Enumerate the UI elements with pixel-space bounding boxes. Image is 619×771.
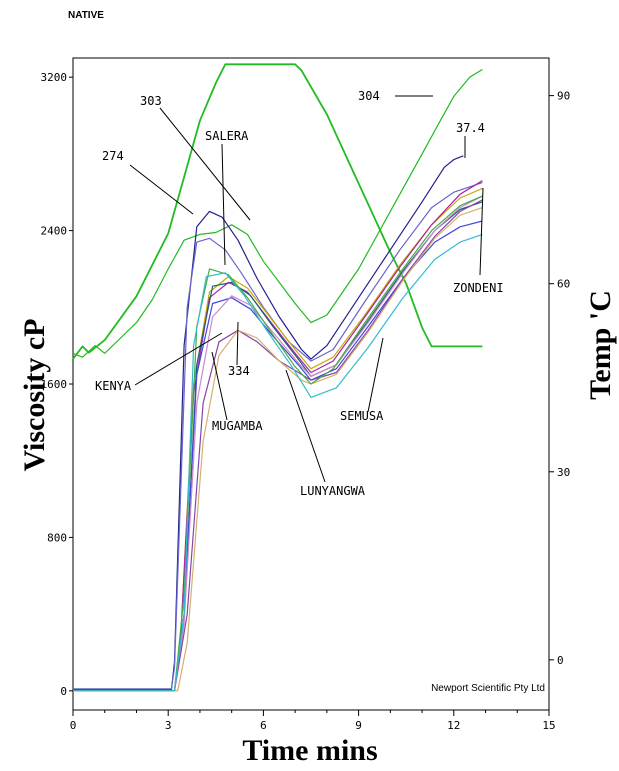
credit-text: Newport Scientific Pty Ltd bbox=[431, 683, 545, 694]
x-tick-label: 15 bbox=[542, 719, 555, 732]
y-tick-label: 1600 bbox=[41, 378, 68, 391]
y-axis-title: Viscosity cP bbox=[18, 318, 51, 471]
x-tick-label: 0 bbox=[70, 719, 77, 732]
series-layer bbox=[72, 63, 483, 692]
series-line-zondeni bbox=[73, 220, 483, 692]
annotation-leader-line bbox=[159, 107, 251, 221]
x-axis: 0 3 6 9 12 15 bbox=[70, 710, 556, 732]
series-line-274 bbox=[73, 182, 483, 690]
annotation-label-334: 334 bbox=[228, 364, 250, 378]
series-line-mugamba bbox=[73, 207, 483, 692]
series-line-semusa bbox=[73, 233, 483, 692]
annotation-leader-line bbox=[134, 332, 223, 386]
y2-tick-label: 90 bbox=[557, 90, 570, 103]
annotation-leader-line bbox=[236, 321, 239, 366]
annotation-label-zondeni: ZONDENI bbox=[453, 281, 504, 295]
series-line-lunyangwa bbox=[73, 195, 483, 692]
series-line-salera bbox=[73, 187, 483, 692]
annotation-leader-line bbox=[285, 369, 326, 483]
temperature-profile-line bbox=[72, 63, 483, 360]
y2-axis-title: Temp 'C bbox=[584, 290, 617, 400]
annotation-label-semusa: SEMUSA bbox=[340, 409, 384, 423]
annotation-label-salera: SALERA bbox=[205, 129, 249, 143]
series-line-kenya bbox=[73, 195, 483, 692]
series-line-303 bbox=[73, 155, 464, 691]
y2-tick-label: 30 bbox=[557, 466, 570, 479]
x-tick-label: 12 bbox=[447, 719, 460, 732]
x-tick-label: 9 bbox=[355, 719, 362, 732]
y-tick-label: 3200 bbox=[41, 71, 68, 84]
x-tick-label: 3 bbox=[165, 719, 172, 732]
annotation-label-303: 303 bbox=[140, 94, 162, 108]
annotation-label-304: 304 bbox=[358, 89, 380, 103]
annotation-leader-line bbox=[129, 164, 194, 215]
annotation-label-kenya: KENYA bbox=[95, 379, 132, 393]
y-tick-label: 2400 bbox=[41, 225, 68, 238]
annotation-label-lunyangwa: LUNYANGWA bbox=[300, 484, 366, 498]
annotation-label-mugamba: MUGAMBA bbox=[212, 419, 263, 433]
y-tick-label: 800 bbox=[47, 531, 67, 544]
y-tick-label: 0 bbox=[60, 685, 67, 698]
annotation-label-37-4: 37.4 bbox=[456, 121, 485, 135]
x-axis-title: Time mins bbox=[242, 734, 377, 767]
annotation-leader-line bbox=[367, 337, 384, 413]
y2-tick-label: 0 bbox=[557, 654, 564, 667]
annotation-leader-line bbox=[211, 351, 228, 421]
y-axis-left: 0 800 1600 2400 3200 bbox=[41, 71, 73, 698]
annotation-leader-line bbox=[479, 187, 484, 276]
y-axis-right: 0 30 60 90 bbox=[549, 90, 570, 667]
x-tick-label: 6 bbox=[260, 719, 267, 732]
annotation-leaders bbox=[129, 95, 484, 483]
y2-tick-label: 60 bbox=[557, 278, 570, 291]
top-label: NATIVE bbox=[68, 10, 104, 21]
annotation-label-274: 274 bbox=[102, 149, 124, 163]
series-line-334 bbox=[73, 199, 483, 692]
annotation-leader-line bbox=[221, 143, 226, 266]
series-line-1 bbox=[72, 68, 483, 358]
